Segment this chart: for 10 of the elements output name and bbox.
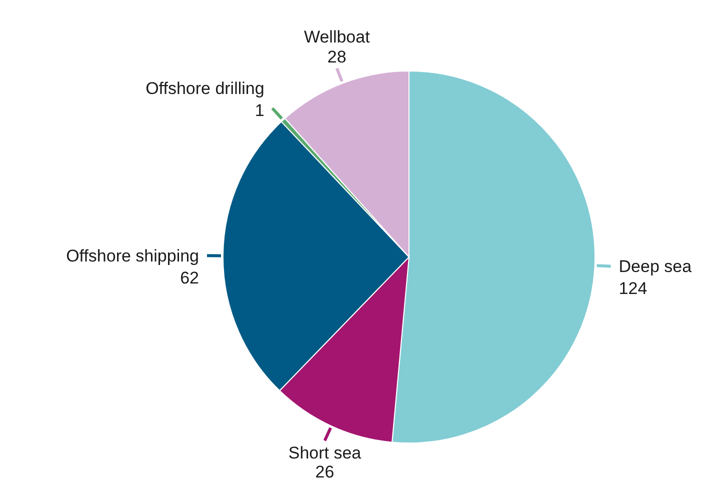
slice-label: Offshore shipping xyxy=(66,246,200,266)
data-label: 28 xyxy=(327,47,346,66)
data-label: 62 xyxy=(180,268,200,288)
slice-label: Short sea xyxy=(288,444,362,463)
data-label: 26 xyxy=(315,462,334,482)
data-label: 124 xyxy=(618,279,648,298)
slice-label: Deep sea xyxy=(618,257,692,276)
slice-label: Offshore drilling xyxy=(146,79,264,98)
slice-label: Wellboat xyxy=(304,27,370,46)
data-label: 1 xyxy=(254,101,264,120)
